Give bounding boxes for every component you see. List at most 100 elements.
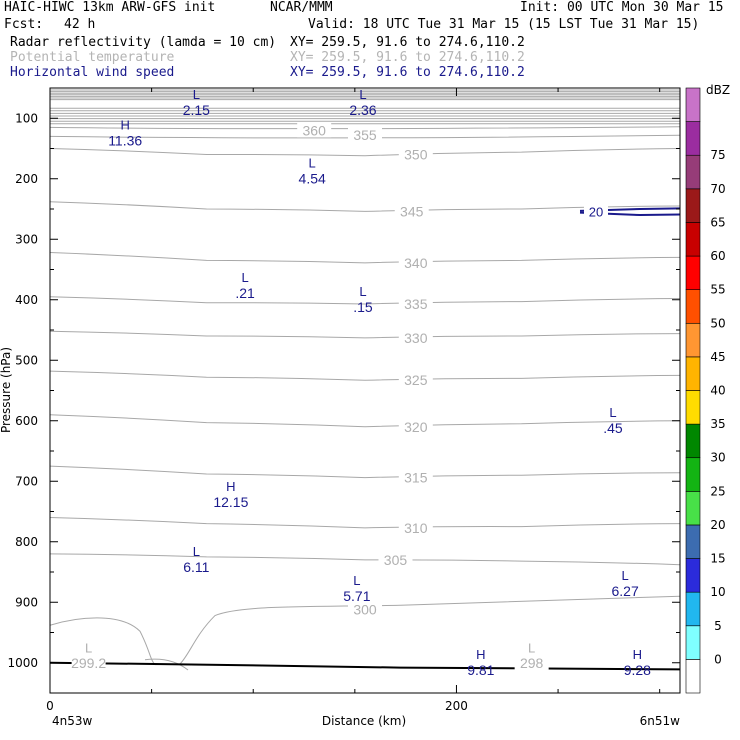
theta-label: 315 [404, 470, 428, 486]
colorbar-level-label: 10 [710, 585, 725, 599]
theta-line [49, 553, 681, 566]
y-tick-label: 800 [15, 535, 38, 549]
colorbar-level-label: 0 [714, 652, 722, 666]
y-tick-label: 500 [15, 353, 38, 367]
theta-label: 299.2 [71, 655, 106, 671]
theta-label: 320 [404, 419, 428, 435]
theta-label-bg [71, 654, 106, 670]
wind-extremum-symbol: L [193, 87, 200, 102]
colorbar-level-label: 35 [710, 417, 725, 431]
ground-line [49, 661, 681, 671]
theta-label: 350 [404, 147, 428, 163]
theta-label-bg [398, 146, 433, 162]
theta-line [49, 465, 681, 479]
colorbar-swatch [685, 154, 701, 190]
wind-extremum-value: 6.27 [612, 583, 639, 599]
colorbar-swatch [685, 87, 701, 122]
wind-extremum-symbol: L [309, 155, 316, 170]
theta-label: 335 [404, 296, 428, 312]
upper-theta-band [49, 89, 681, 139]
wind-extremum-symbol: L [622, 568, 629, 583]
wind-extremum-value: 2.15 [183, 102, 210, 118]
x-axis: 0 200 [46, 88, 661, 713]
wind-speed-contour: 20 [579, 204, 681, 219]
field-wind-xy: XY= 259.5, 91.6 to 274.6,110.2 [290, 65, 525, 80]
colorbar-level-label: 65 [710, 215, 725, 229]
colorbar-swatch [685, 222, 701, 257]
field-theta-xy: XY= 259.5, 91.6 to 274.6,110.2 [290, 50, 525, 65]
colorbar-level-label: 15 [710, 552, 725, 566]
wind-extremum-value: 9.28 [624, 662, 651, 678]
theta-label: 298 [520, 655, 544, 671]
y-tick-label: 600 [15, 414, 38, 428]
theta-label-bg [398, 254, 433, 270]
wind-label-bg [584, 204, 608, 219]
theta-line [49, 148, 681, 157]
theta-line [144, 658, 189, 671]
colorbar-level-label: 75 [710, 148, 725, 162]
colorbar-swatch [685, 524, 701, 559]
theta-contours [49, 148, 681, 671]
y-tick-label: 700 [15, 474, 38, 488]
theta-label: 355 [353, 127, 377, 143]
theta-line [49, 517, 681, 529]
colorbar-level-label: 30 [710, 451, 725, 465]
theta-label-bg [378, 551, 413, 567]
colorbar-swatch [685, 390, 701, 425]
theta-line [49, 296, 681, 305]
colorbar-swatch [685, 457, 701, 492]
wind-extremum-value: 5.71 [343, 588, 370, 604]
theta-label-bg [398, 519, 433, 535]
x-axis-label: Distance (km) [322, 714, 406, 728]
wind-extremum-symbol: H [120, 117, 129, 132]
terrain-line [49, 661, 681, 671]
x-right-endpoint: 6n51w [640, 714, 681, 728]
y-tick-label: 1000 [7, 656, 38, 670]
wind-extremum-value: .21 [235, 285, 255, 301]
colorbar-level-label: 20 [710, 518, 725, 532]
colorbar-swatch [685, 289, 701, 324]
colorbar-swatch [685, 591, 701, 627]
theta-line [49, 595, 681, 666]
theta-label-bg [348, 127, 382, 143]
colorbar-swatch [685, 558, 701, 593]
theta-line [49, 201, 681, 212]
theta-label-bg [398, 329, 433, 345]
wind-contour-label: 20 [589, 204, 603, 219]
colorbar-swatch [685, 255, 701, 290]
theta-label-bg [398, 372, 433, 388]
y-tick-label: 300 [15, 232, 38, 246]
forecast-hours: 42 h [64, 17, 96, 32]
org-label: NCAR/MMM [270, 0, 333, 15]
wind-extremum-value: 11.36 [108, 132, 142, 148]
theta-label: 325 [404, 372, 428, 388]
y-tick-label: 400 [15, 293, 38, 307]
x-tick-label: 200 [445, 699, 468, 713]
forecast-label: Fcst: [4, 17, 44, 32]
x-tick-label: 0 [46, 699, 54, 713]
colorbar-unit: dBZ [706, 83, 730, 97]
x-left-endpoint: 4n53w [52, 714, 93, 728]
theta-label-bg [514, 654, 549, 670]
y-tick-label: 900 [15, 595, 38, 609]
colorbar-level-label: 5 [714, 619, 722, 633]
theta-label-bg [398, 295, 433, 311]
y-tick-label: 200 [15, 172, 38, 186]
theta-label: 360 [303, 122, 327, 138]
theta-label: 330 [404, 330, 428, 346]
colorbar-swatch [685, 625, 701, 660]
theta-label-bg [297, 122, 332, 138]
wind-extremum-symbol: H [476, 647, 485, 662]
theta-line [49, 252, 681, 264]
theta-label-bg [398, 469, 433, 485]
colorbar-swatch [685, 356, 701, 391]
wind-extremum-value: 12.15 [213, 494, 248, 510]
wind-extremum-symbol: L [353, 573, 360, 588]
wind-extremum-symbol: L [609, 405, 616, 420]
colorbar-level-label: 40 [710, 384, 725, 398]
theta-label: 340 [404, 255, 428, 271]
field-theta-name: Potential temperature [10, 50, 175, 65]
theta-label: 310 [404, 520, 428, 536]
colorbar-level-label: 50 [710, 316, 725, 330]
